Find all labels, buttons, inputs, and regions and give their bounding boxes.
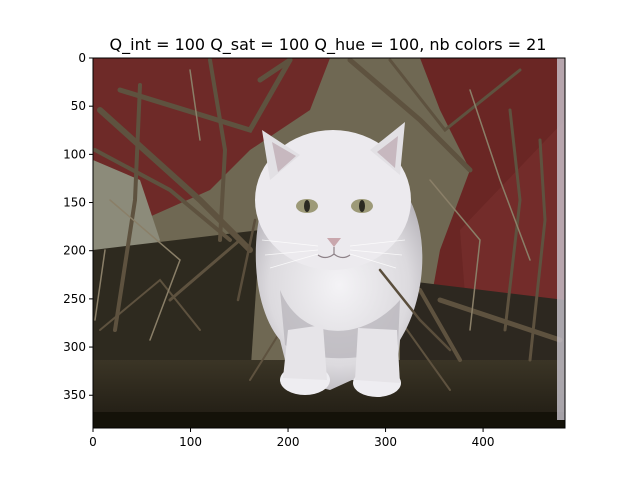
y-tick-label: 150 — [63, 196, 86, 210]
x-tick-label: 0 — [89, 435, 97, 449]
y-axis: 0 50 100 150 200 250 300 350 — [63, 51, 93, 402]
cat-photo — [93, 58, 565, 428]
axes-frame — [92, 57, 566, 429]
x-axis: 0 100 200 300 400 — [89, 428, 495, 449]
y-tick-label: 100 — [63, 147, 86, 161]
y-tick-label: 300 — [63, 340, 86, 354]
cat — [255, 122, 423, 397]
y-tick-label: 50 — [71, 99, 86, 113]
x-tick-label: 200 — [277, 435, 300, 449]
y-tick-label: 250 — [63, 292, 86, 306]
figure-title: Q_int = 100 Q_sat = 100 Q_hue = 100, nb … — [110, 35, 547, 55]
y-tick-label: 350 — [63, 388, 86, 402]
y-tick-label: 200 — [63, 244, 86, 258]
x-tick-label: 300 — [374, 435, 397, 449]
y-tick-label: 0 — [78, 51, 86, 65]
x-tick-label: 400 — [472, 435, 495, 449]
x-tick-label: 100 — [179, 435, 202, 449]
